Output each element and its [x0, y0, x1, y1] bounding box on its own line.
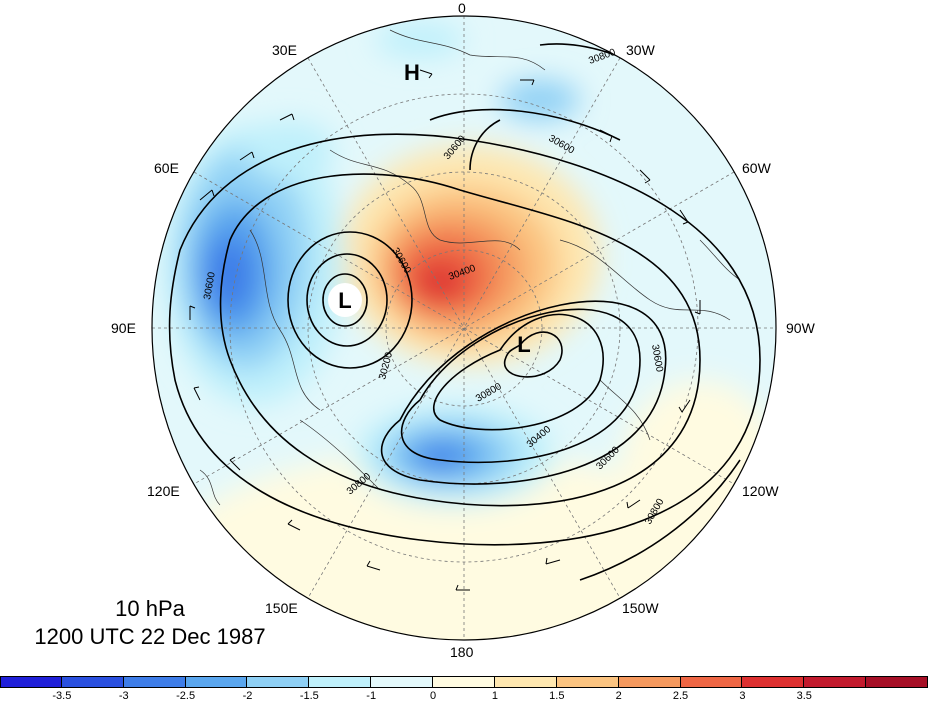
- longitude-label-30w: 30W: [626, 42, 655, 58]
- colorbar-segment: [61, 676, 124, 688]
- low-center-marker: [328, 283, 362, 317]
- colorbar: -3.5 -3 -2.5 -2 -1.5 -1 0 1 1.5 2 2.5 3 3.5: [0, 676, 928, 702]
- colorbar-segment: [433, 676, 495, 688]
- colorbar-tick-label: -3: [118, 690, 129, 702]
- map-boundary: [151, 15, 777, 641]
- datetime-title: 1200 UTC 22 Dec 1987: [34, 624, 266, 649]
- longitude-label-150w: 150W: [622, 600, 659, 616]
- pressure-level-title: 10 hPa: [115, 596, 185, 621]
- longitude-label-60w: 60W: [742, 160, 771, 176]
- colorbar-tick-label: 2.5: [672, 690, 689, 702]
- colorbar-segment: [494, 676, 557, 688]
- colorbar-segment: [618, 676, 681, 688]
- high-center-label: H: [404, 60, 420, 85]
- colorbar-segment: [0, 676, 62, 688]
- shaded-anomaly-field: [152, 16, 776, 640]
- colorbar-tick-label: -1.5: [299, 690, 319, 702]
- colorbar-segment: [742, 676, 805, 688]
- colorbar-tick-label: 1: [491, 690, 498, 702]
- colorbar-segment: [371, 676, 434, 688]
- colorbar-tick-label: -2.5: [176, 690, 196, 702]
- colorbar-frame: [0, 676, 928, 688]
- contour-label: 30600: [649, 344, 665, 374]
- geopotential-contours: [168, 43, 761, 581]
- longitude-label-60e: 60E: [154, 160, 179, 176]
- colorbar-tick-label: -1: [366, 690, 377, 702]
- colorbar-segment: [680, 676, 743, 688]
- colorbar-tick-label: 3.5: [796, 690, 812, 702]
- longitude-label-150e: 150E: [265, 600, 298, 616]
- colorbar-tick-label: 2: [615, 690, 622, 702]
- longitude-label-120e: 120E: [147, 483, 180, 499]
- colorbar-tick-label: 3: [739, 690, 746, 702]
- colorbar-segment: [123, 676, 186, 688]
- colorbar-tick-label: 1.5: [549, 690, 565, 702]
- contour-label: 30600: [202, 271, 218, 301]
- colorbar-tick-label: -3.5: [52, 690, 72, 702]
- longitude-label-90e: 90E: [111, 320, 136, 336]
- coastlines: [199, 29, 741, 506]
- colorbar-segment: [804, 676, 867, 688]
- colorbar-segment: [556, 676, 619, 688]
- wind-barbs: [189, 69, 701, 591]
- low-center-label: L: [517, 332, 530, 357]
- graticule: [152, 16, 776, 640]
- longitude-label-0: 0: [458, 0, 466, 16]
- colorbar-tick-label: 0: [430, 690, 437, 702]
- longitude-label-120w: 120W: [742, 483, 779, 499]
- longitude-label-180: 180: [450, 644, 474, 660]
- colorbar-segment: [247, 676, 310, 688]
- colorbar-tick-label: -2: [242, 690, 253, 702]
- longitude-label-30e: 30E: [272, 42, 297, 58]
- pressure-centers: H L L: [328, 60, 531, 357]
- longitude-label-90w: 90W: [786, 320, 815, 336]
- colorbar-segment: [309, 676, 372, 688]
- colorbar-segment: [185, 676, 248, 688]
- low-center-label: L: [338, 288, 351, 313]
